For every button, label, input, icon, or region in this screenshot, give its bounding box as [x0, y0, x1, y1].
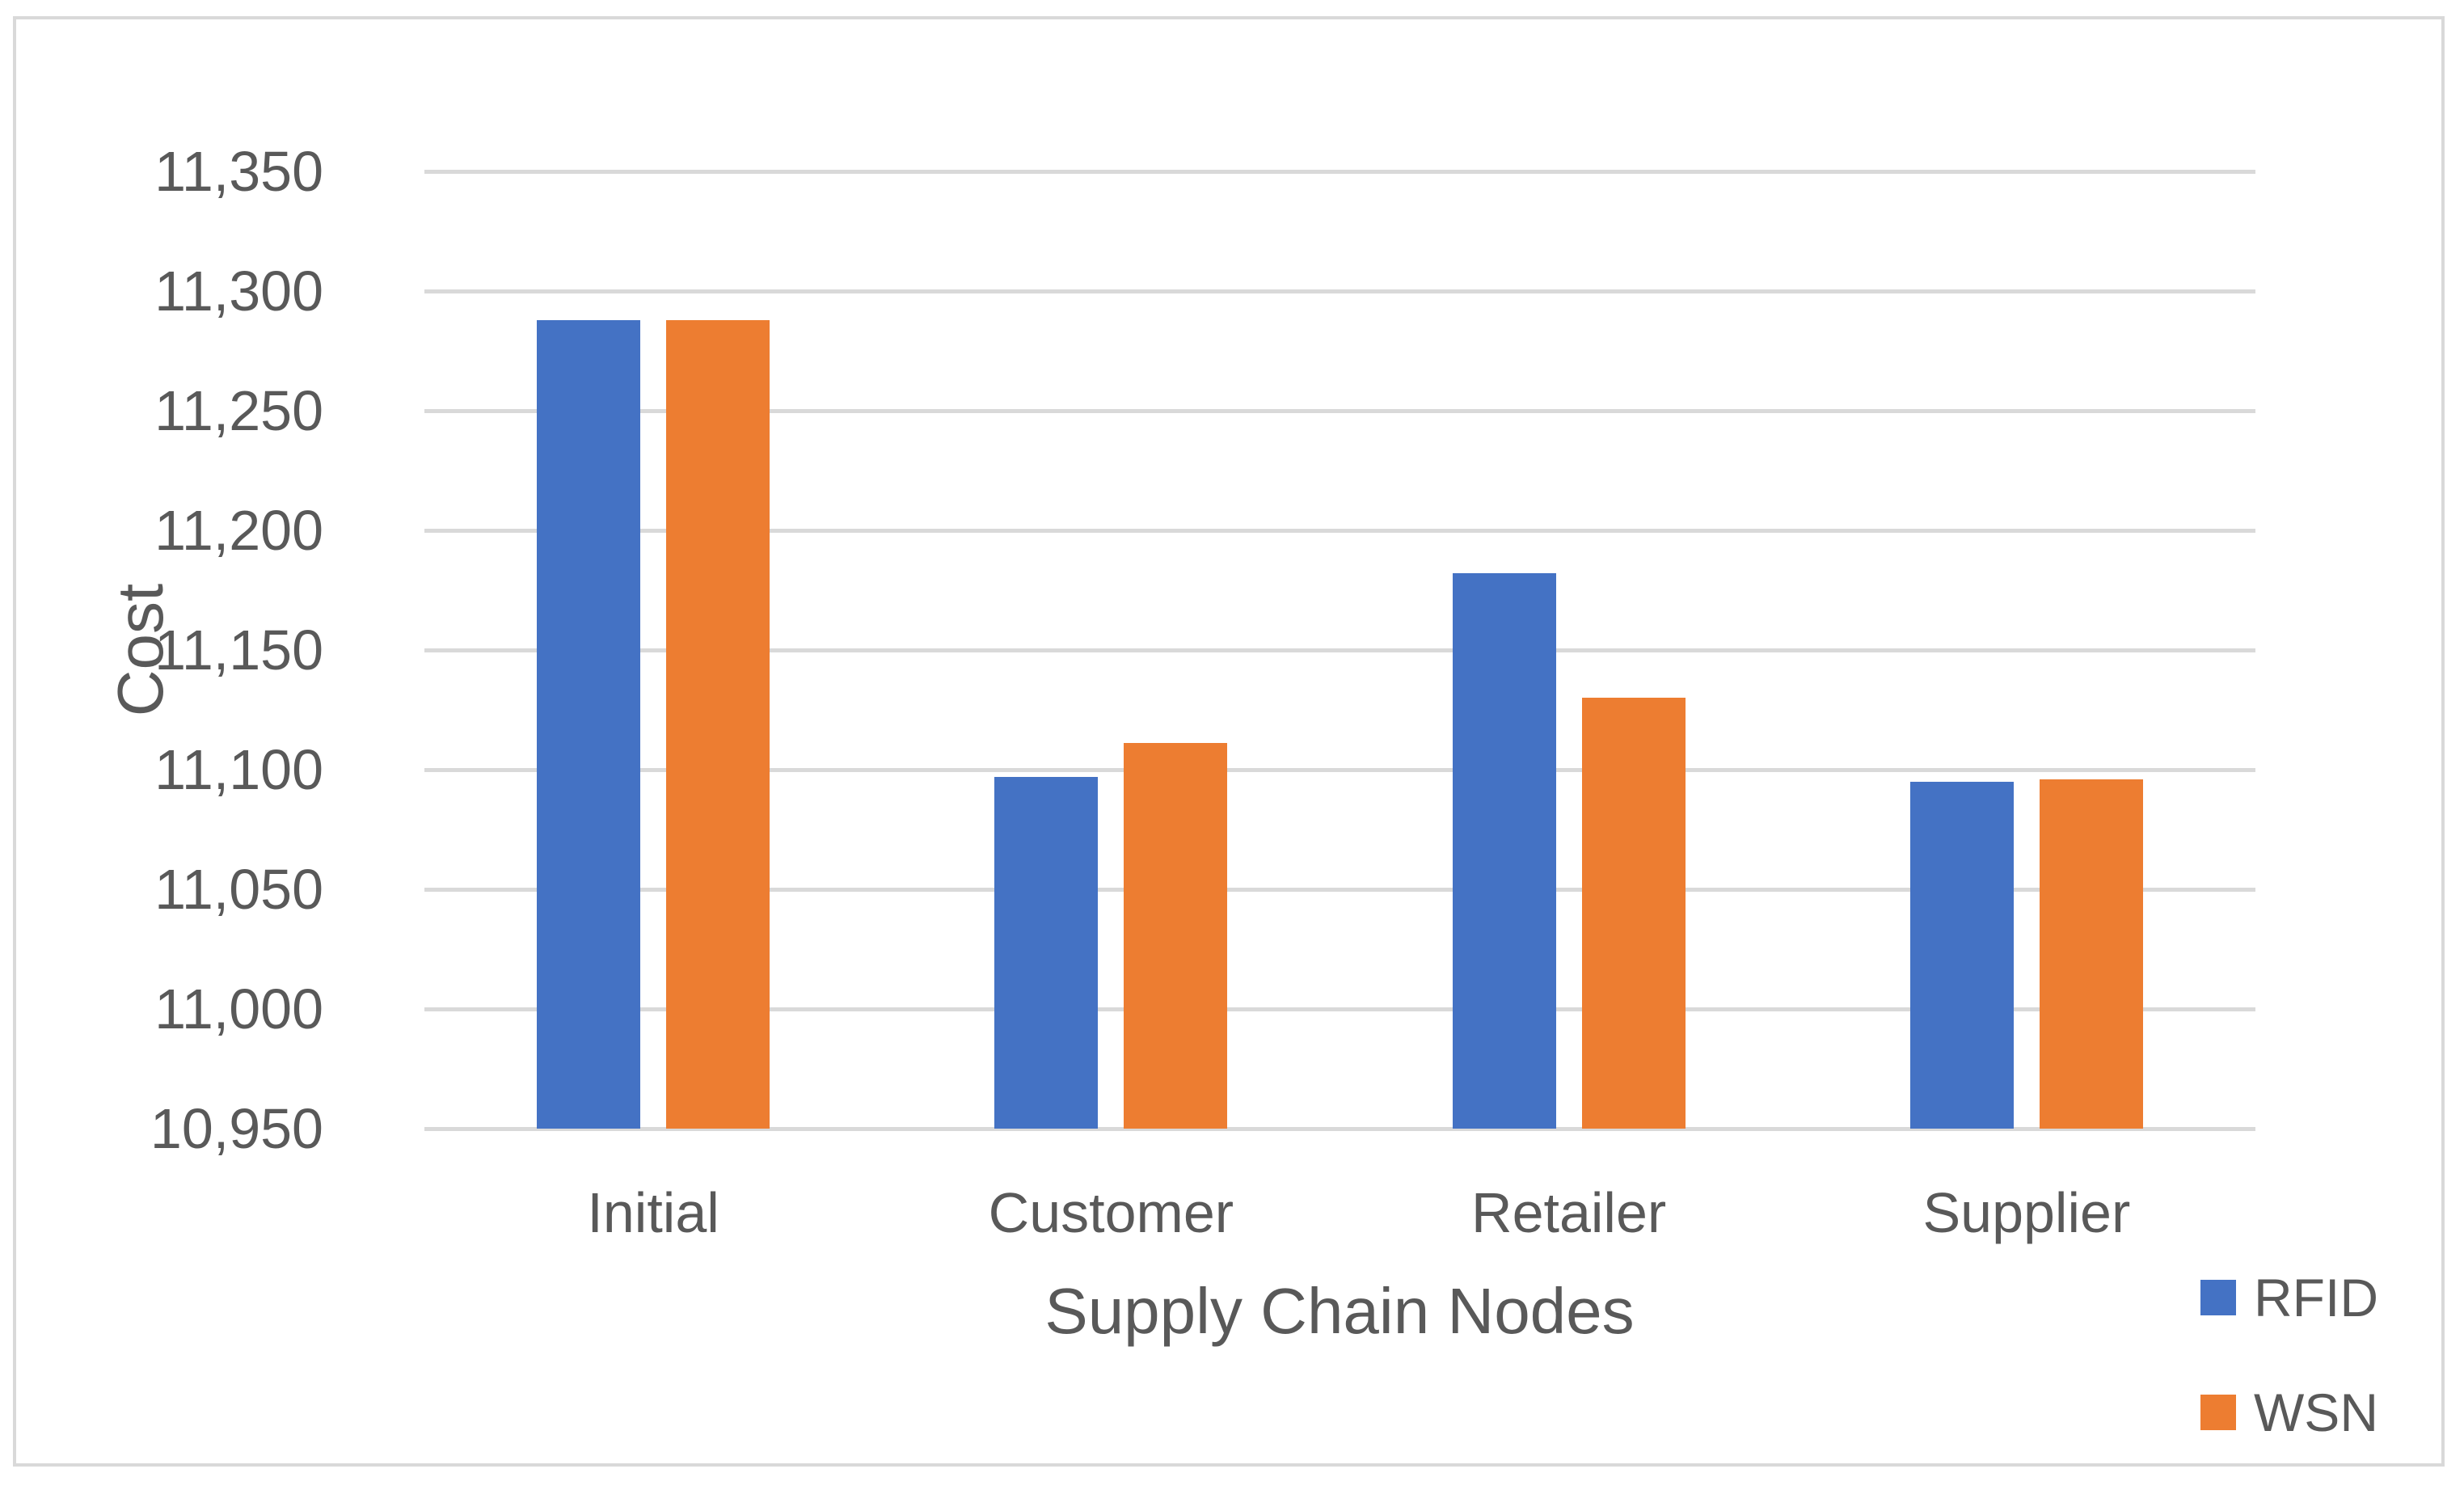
legend-item-wsn: WSN [2200, 1381, 2378, 1444]
legend-label-rfid: RFID [2254, 1268, 2378, 1327]
gridline [424, 1126, 2255, 1131]
bar-rfid-customer [994, 776, 1099, 1129]
x-category-label-initial: Initial [587, 1181, 719, 1244]
gridline [424, 887, 2255, 892]
x-category-label-retailer: Retailer [1471, 1181, 1667, 1244]
bar-rfid-retailer [1452, 573, 1556, 1129]
y-tick-label: 11,000 [154, 977, 323, 1040]
gridline [424, 648, 2255, 652]
y-tick-label: 11,200 [154, 499, 323, 562]
gridline [424, 767, 2255, 772]
chart-frame [13, 16, 2445, 1467]
legend-swatch-rfid [2200, 1280, 2236, 1315]
y-tick-label: 10,950 [150, 1097, 323, 1160]
y-tick-label: 11,350 [154, 140, 323, 203]
x-category-label-supplier: Supplier [1922, 1181, 2131, 1244]
bar-wsn-retailer [1581, 698, 1686, 1129]
y-tick-label: 11,100 [154, 738, 323, 801]
gridline [424, 169, 2255, 174]
bar-wsn-customer [1124, 743, 1228, 1129]
bar-wsn-supplier [2039, 779, 2143, 1129]
bar-rfid-supplier [1909, 781, 2014, 1129]
legend-label-wsn: WSN [2254, 1382, 2378, 1442]
legend: RFID WSN [2200, 1266, 2378, 1444]
bar-wsn-initial [666, 319, 770, 1129]
gridline [424, 408, 2255, 413]
bar-rfid-initial [537, 319, 641, 1129]
y-tick-label: 11,300 [154, 260, 323, 323]
x-category-label-customer: Customer [988, 1181, 1234, 1244]
gridline [424, 289, 2255, 293]
y-tick-label: 11,150 [154, 618, 323, 682]
y-axis-title: Cost [104, 583, 176, 717]
gridline [424, 1007, 2255, 1011]
y-tick-label: 11,250 [154, 379, 323, 442]
gridline [424, 528, 2255, 533]
y-tick-label: 11,050 [154, 858, 323, 921]
legend-swatch-wsn [2200, 1395, 2236, 1430]
x-axis-title: Supply Chain Nodes [1044, 1275, 1635, 1347]
legend-item-rfid: RFID [2200, 1266, 2378, 1329]
